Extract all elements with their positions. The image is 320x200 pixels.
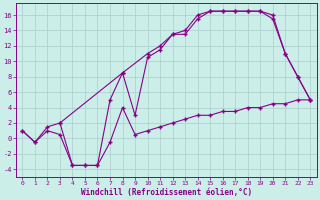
X-axis label: Windchill (Refroidissement éolien,°C): Windchill (Refroidissement éolien,°C) xyxy=(81,188,252,197)
